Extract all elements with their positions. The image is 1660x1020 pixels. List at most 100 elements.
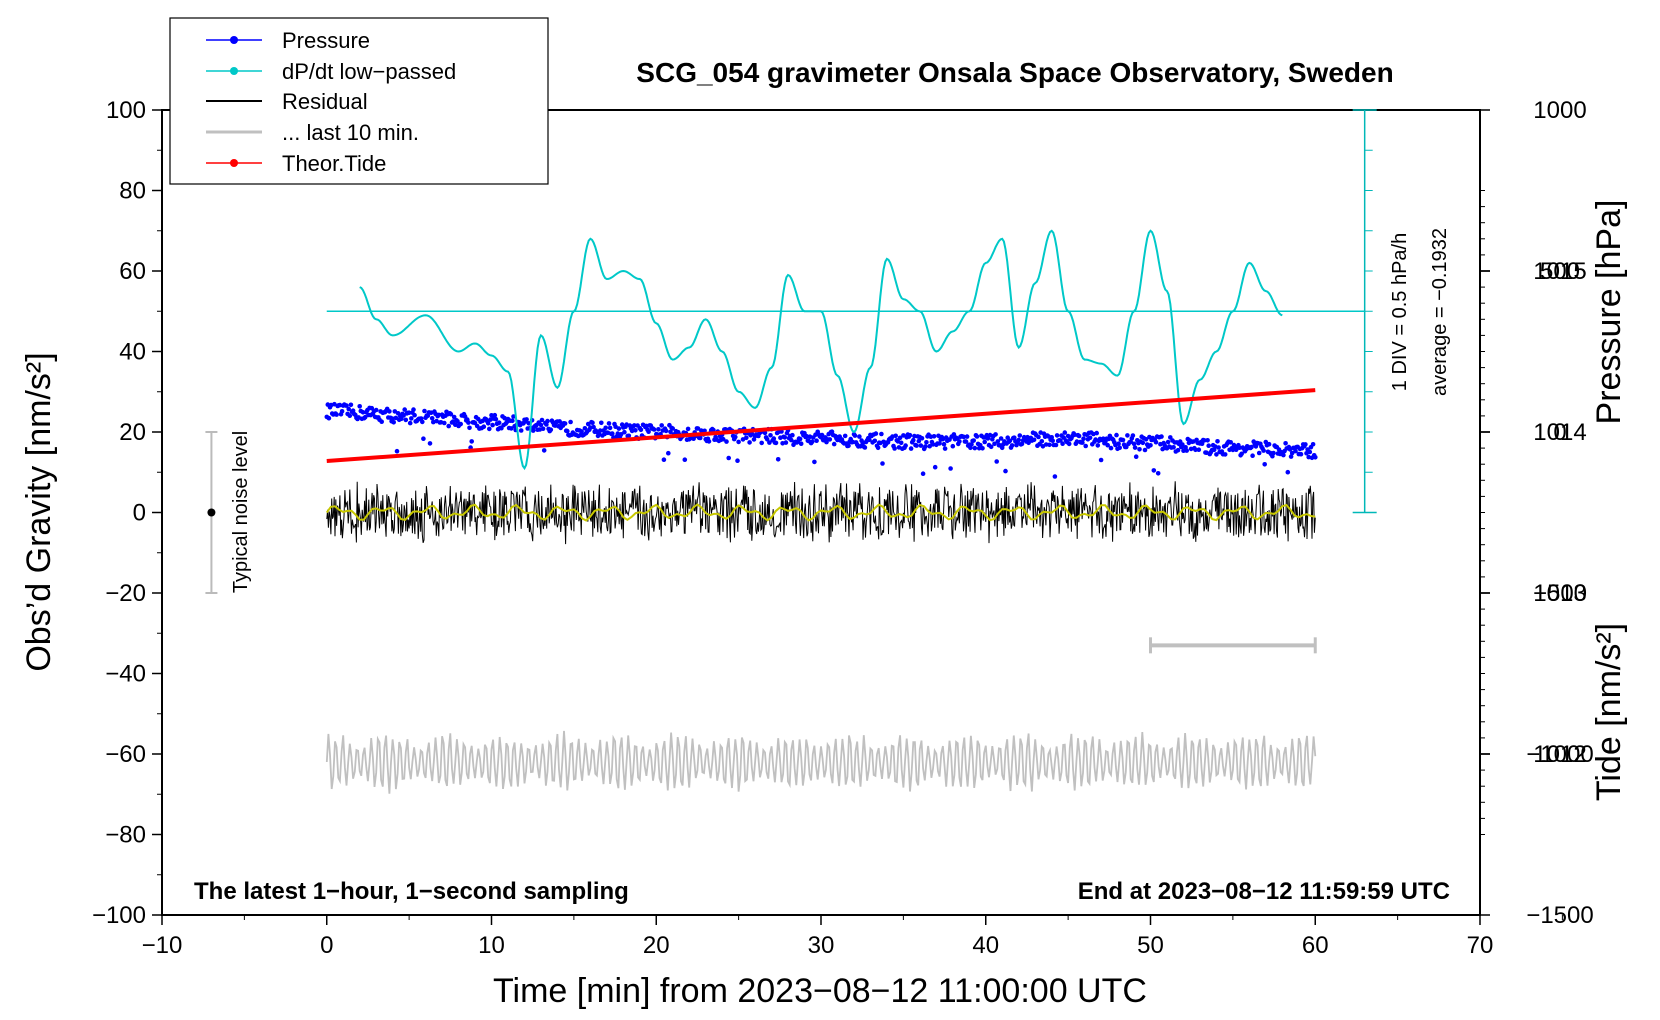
pressure-point	[1303, 442, 1308, 447]
pressure-point	[1228, 440, 1233, 445]
pressure-point	[697, 435, 703, 441]
legend-item-tide: Theor.Tide	[206, 151, 386, 176]
pressure-point	[670, 426, 675, 431]
pressure-point	[916, 438, 922, 444]
pressure-point	[914, 443, 919, 448]
pressure-point	[1016, 437, 1021, 443]
average-label: average = −0.1932	[1429, 228, 1451, 396]
pressure-point	[759, 440, 764, 446]
pressure-point	[711, 427, 716, 433]
pressure-point	[880, 461, 885, 466]
legend-marker	[230, 67, 238, 75]
pressure-point	[1062, 430, 1068, 435]
legend-item-residual: Residual	[206, 89, 368, 114]
pressure-point	[867, 437, 872, 443]
pressure-point	[762, 430, 768, 436]
pressure-point	[920, 471, 926, 477]
pressure-point	[1281, 452, 1286, 458]
series-residual	[326, 481, 1316, 545]
pressure-point	[1050, 438, 1055, 444]
pressure-point	[379, 419, 385, 425]
pressure-point	[1116, 441, 1121, 447]
pressure-point	[1193, 447, 1198, 453]
pressure-point	[982, 439, 987, 445]
pressure-point	[579, 429, 584, 434]
pressure-point	[646, 429, 651, 435]
pressure-point	[1047, 442, 1052, 448]
pressure-tick-label: 1015	[1533, 258, 1586, 285]
pressure-point	[903, 443, 908, 448]
pressure-point	[733, 434, 738, 440]
pressure-tick-label: 1012	[1533, 741, 1586, 768]
y-tick-label: 20	[119, 419, 146, 446]
pressure-point	[538, 422, 544, 428]
end-time-note: End at 2023−08−12 11:59:59 UTC	[1078, 878, 1450, 905]
pressure-point	[1262, 462, 1267, 467]
y-tick-label: 100	[106, 97, 146, 124]
tide-tick-label: −500	[1533, 580, 1587, 607]
pressure-point	[937, 441, 942, 446]
pressure-point	[1039, 439, 1045, 444]
x-tick-label: 30	[808, 932, 835, 959]
y-tick-label: 40	[119, 339, 146, 366]
pressure-point	[744, 435, 749, 441]
y-tick-label: 80	[119, 178, 146, 205]
pressure-point	[1003, 468, 1008, 474]
pressure-point	[1043, 442, 1049, 447]
pressure-point	[548, 427, 554, 433]
pressure-point	[1155, 471, 1161, 476]
pressure-point	[932, 464, 938, 470]
legend-marker	[230, 159, 238, 167]
pressure-point	[518, 428, 524, 433]
tide-tick-label: 0	[1553, 419, 1566, 446]
pressure-point	[964, 434, 970, 439]
pressure-point	[1133, 454, 1139, 460]
pressure-point	[724, 439, 729, 444]
pressure-point	[411, 407, 416, 412]
pressure-point	[326, 415, 332, 421]
pressure-point	[603, 425, 608, 431]
pressure-point	[492, 412, 498, 418]
pressure-point	[969, 442, 974, 447]
pressure-point	[357, 404, 363, 409]
pressure-point	[616, 426, 622, 431]
pressure-point	[487, 426, 492, 432]
pressure-point	[1310, 442, 1316, 447]
y-tick-label: 60	[119, 258, 146, 285]
pressure-point	[1058, 438, 1063, 443]
pressure-point	[827, 437, 833, 442]
legend-label: Theor.Tide	[282, 151, 386, 176]
pressure-point	[992, 441, 997, 447]
pressure-point	[1202, 438, 1207, 443]
pressure-point	[360, 410, 366, 415]
y-tick-label: −40	[105, 661, 146, 688]
pressure-point	[951, 432, 957, 437]
pressure-point	[842, 433, 848, 439]
legend-label: dP/dt low−passed	[282, 59, 456, 84]
pressure-point	[857, 434, 862, 439]
pressure-point	[1285, 469, 1291, 475]
pressure-point	[1249, 444, 1254, 450]
pressure-point	[1094, 430, 1099, 436]
pressure-point	[974, 434, 980, 439]
pressure-point	[819, 432, 825, 438]
pressure-point	[1313, 455, 1318, 460]
x-tick-label: 10	[478, 932, 505, 959]
pressure-point	[1151, 468, 1157, 473]
pressure-point	[466, 420, 471, 425]
pressure-point	[1132, 445, 1138, 450]
pressure-point	[469, 439, 475, 444]
pressure-point	[1222, 452, 1228, 457]
pressure-point	[893, 433, 898, 439]
pressure-point	[391, 420, 397, 425]
pressure-point	[1031, 437, 1037, 443]
pressure-point	[1137, 447, 1142, 452]
pressure-point	[626, 433, 632, 439]
pressure-point	[591, 424, 596, 430]
pressure-point	[668, 429, 673, 435]
pressure-point	[911, 437, 916, 443]
y-axis-title-gravity: Obs’d Gravity [nm/s²]	[20, 352, 58, 671]
pressure-point	[931, 434, 937, 439]
pressure-point	[429, 416, 435, 421]
tide-tick-label: 500	[1540, 258, 1580, 285]
